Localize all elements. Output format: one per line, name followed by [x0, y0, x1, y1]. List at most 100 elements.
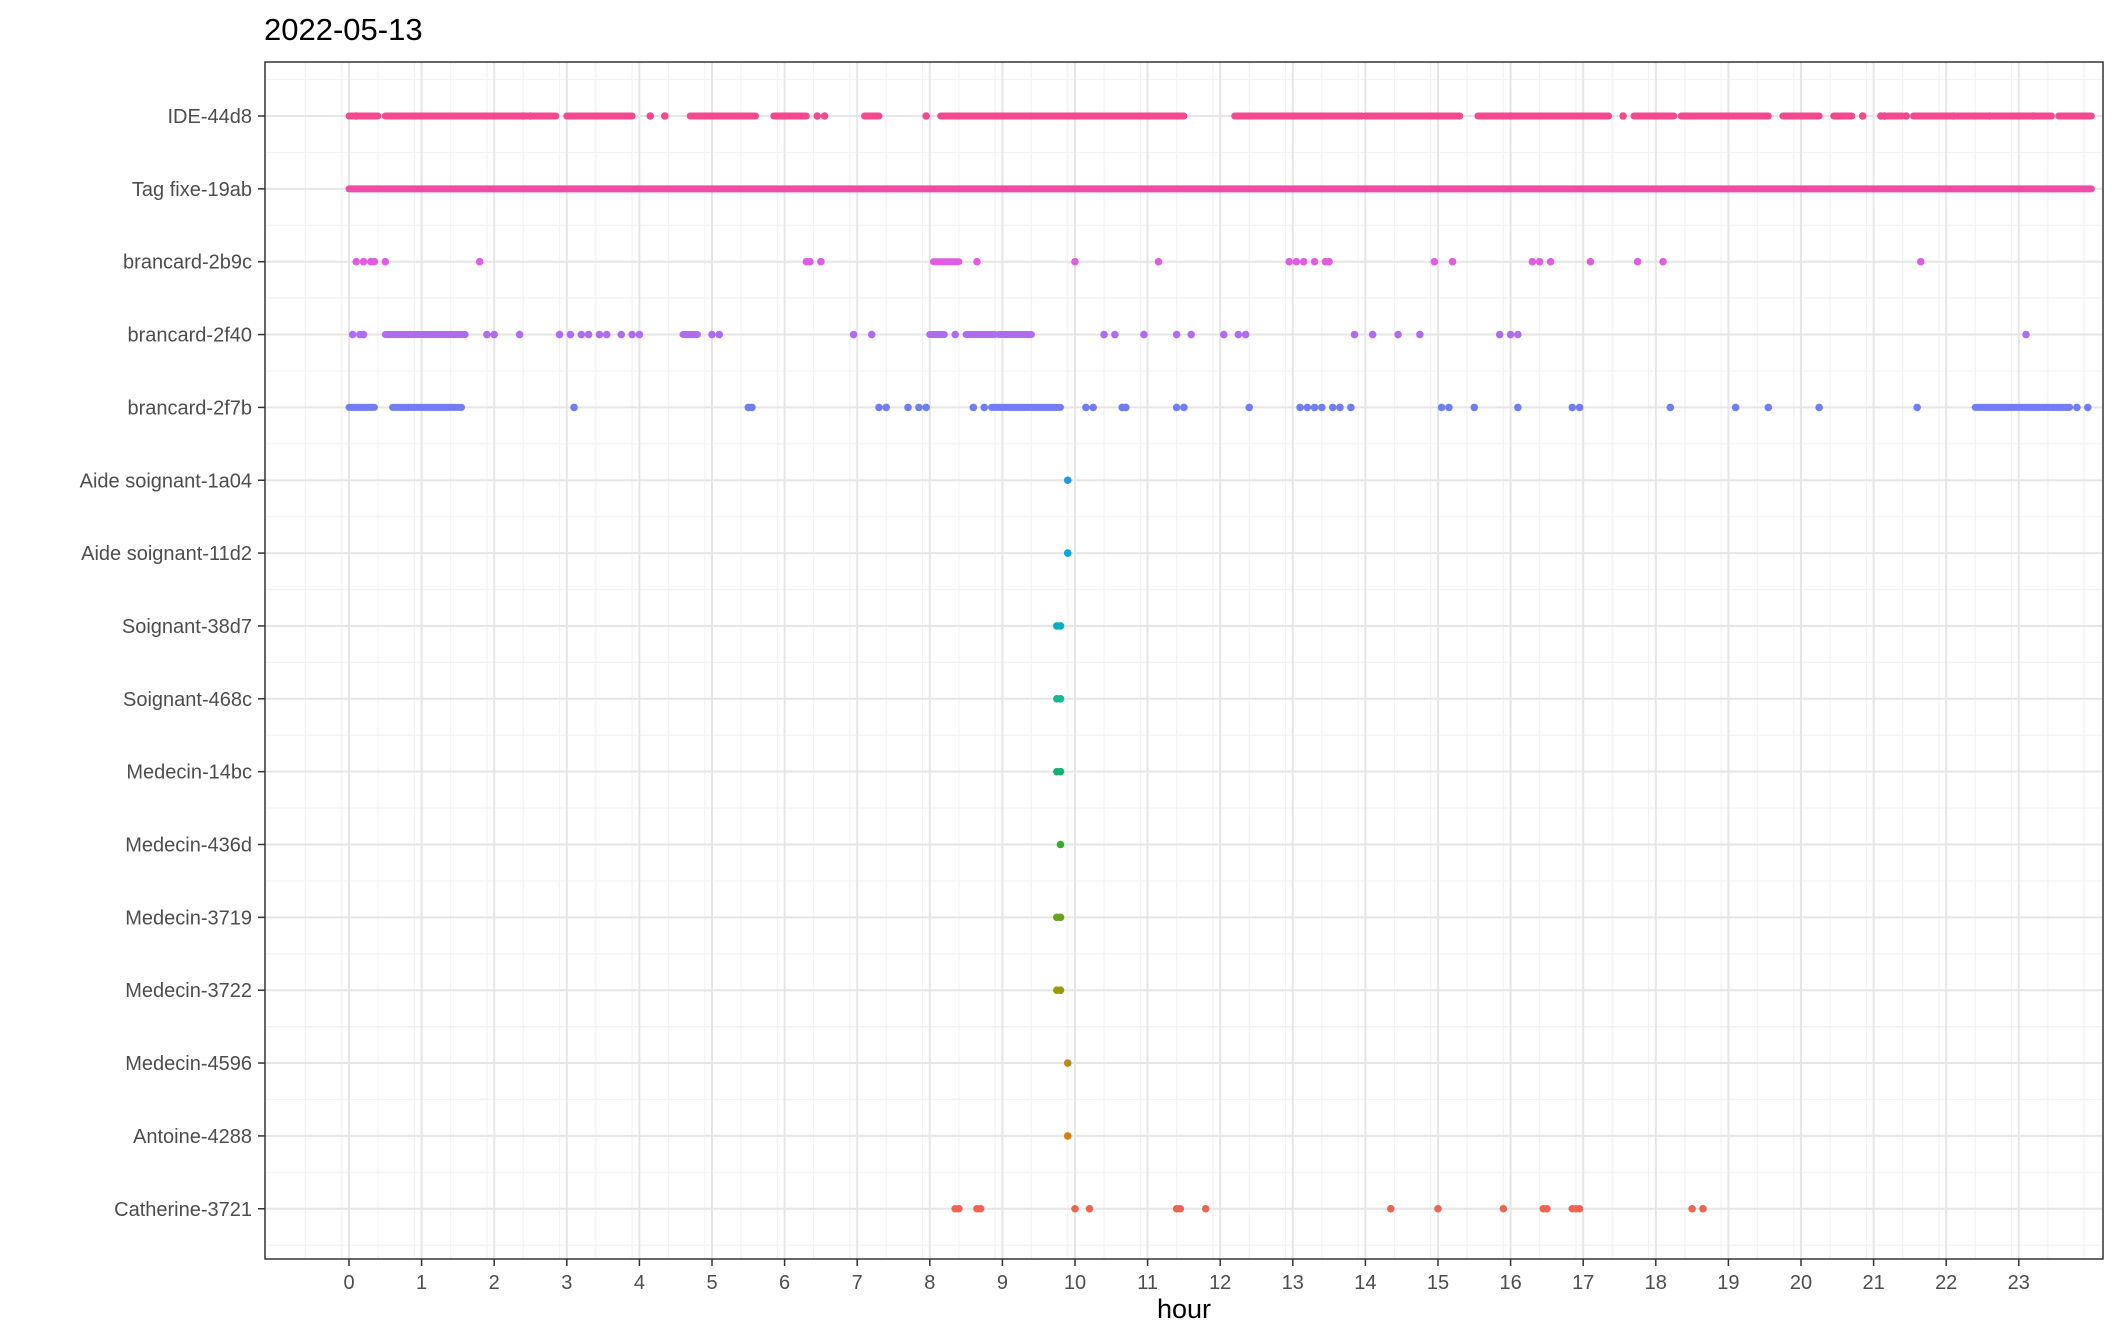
series-point	[1172, 330, 1181, 339]
series-point	[570, 403, 578, 412]
y-tick-label: Medecin-14bc	[126, 762, 252, 784]
series-point	[1234, 330, 1243, 339]
series-point	[1445, 403, 1453, 412]
x-tick-label: 14	[1354, 1272, 1376, 1294]
series-point	[969, 403, 978, 412]
y-tick-label: Soignant-38d7	[122, 616, 252, 638]
x-tick-label: 5	[706, 1272, 717, 1294]
data-points	[345, 112, 2095, 1213]
x-tick-label: 3	[561, 1272, 572, 1294]
x-tick-label: 22	[1935, 1272, 1957, 1294]
series-point	[1089, 403, 1097, 412]
y-tick-label: Medecin-4596	[125, 1053, 252, 1075]
series-point	[352, 257, 361, 266]
series-point	[922, 403, 930, 412]
series-point	[976, 1204, 985, 1213]
series-point	[1506, 330, 1515, 339]
series-point	[1100, 330, 1108, 339]
series-point	[1731, 403, 1740, 412]
series-point	[1448, 257, 1457, 266]
series-point	[1506, 112, 1515, 120]
x-axis: 0 1 2 3 4 5 6 7 8 9 10 11 12 13 14 15 16 17 18 19 20 21 22 23	[343, 1259, 2030, 1294]
series-point	[820, 112, 829, 120]
y-axis: IDE-44d8 Tag fixe-19ab brancard-2b9c branca…	[80, 106, 265, 1221]
x-tick-label: 17	[1572, 1272, 1594, 1294]
series-point	[748, 403, 756, 412]
series-point	[1347, 403, 1355, 412]
x-tick-label: 7	[852, 1272, 863, 1294]
series-point	[1303, 403, 1312, 412]
series-point	[1187, 330, 1195, 339]
series-point	[1949, 112, 1958, 120]
y-tick-label: Soignant-468c	[123, 689, 252, 711]
series-point	[1328, 403, 1337, 412]
series-point	[973, 257, 981, 266]
series-point	[1499, 1204, 1508, 1213]
y-tick-label: Antoine-4288	[133, 1126, 252, 1148]
series-point	[817, 257, 825, 266]
series-point	[348, 330, 357, 339]
x-tick-label: 11	[1137, 1272, 1158, 1294]
series-point	[646, 112, 655, 120]
series-point	[922, 112, 930, 120]
series-point	[595, 330, 604, 339]
series-point	[1063, 476, 1072, 485]
series-point	[1666, 403, 1675, 412]
series-point	[1350, 330, 1359, 339]
x-tick-label: 1	[416, 1272, 427, 1294]
series-point	[1292, 257, 1301, 266]
series-point	[635, 330, 644, 339]
x-tick-label: 0	[343, 1272, 354, 1294]
series-point	[867, 330, 876, 339]
chart-title: 2022-05-13	[264, 12, 423, 47]
series-point	[813, 112, 822, 120]
series-point	[1430, 257, 1439, 266]
x-tick-label: 20	[1790, 1272, 1812, 1294]
series-point	[1913, 403, 1921, 412]
series-point	[1985, 112, 1994, 120]
series-point	[1325, 257, 1333, 266]
series-point	[584, 330, 593, 339]
series-point	[1063, 549, 1072, 557]
series-point	[2073, 403, 2081, 412]
series-point	[1575, 1204, 1584, 1213]
series-point	[1394, 330, 1402, 339]
series-point	[1056, 840, 1065, 849]
series-point	[708, 330, 716, 339]
series-point	[577, 330, 586, 339]
series-point	[1633, 257, 1642, 266]
series-point	[1619, 112, 1627, 120]
series-point	[849, 330, 858, 339]
series-point	[602, 330, 611, 339]
x-tick-label: 10	[1064, 1272, 1086, 1294]
series-point	[1880, 112, 1889, 120]
x-axis-label: hour	[1157, 1294, 1211, 1324]
series-point	[875, 403, 883, 412]
series-point	[1056, 913, 1065, 922]
series-point	[1495, 330, 1504, 339]
series-point	[1514, 403, 1522, 412]
y-tick-label: Medecin-3722	[125, 980, 252, 1002]
series-point	[352, 112, 361, 120]
x-tick-label: 9	[997, 1272, 1008, 1294]
series-point	[566, 330, 575, 339]
series-point	[1659, 257, 1667, 266]
series-point	[1056, 986, 1065, 994]
series-point	[1688, 1204, 1696, 1213]
x-tick-label: 8	[924, 1272, 935, 1294]
y-tick-label: brancard-2b9c	[123, 252, 252, 274]
plot-border	[264, 61, 2104, 1260]
series-point	[1056, 767, 1065, 776]
x-tick-label: 16	[1499, 1272, 1521, 1294]
series-point	[370, 257, 379, 266]
series-point	[1416, 330, 1424, 339]
series-point	[1056, 622, 1065, 630]
series-point	[1285, 257, 1293, 266]
series-point	[1336, 403, 1344, 412]
x-tick-label: 21	[1862, 1272, 1884, 1294]
series-point	[1245, 403, 1254, 412]
series-point	[955, 1204, 963, 1213]
x-tick-label: 23	[2008, 1272, 2030, 1294]
series-point	[2083, 403, 2092, 412]
series-point	[381, 257, 390, 266]
